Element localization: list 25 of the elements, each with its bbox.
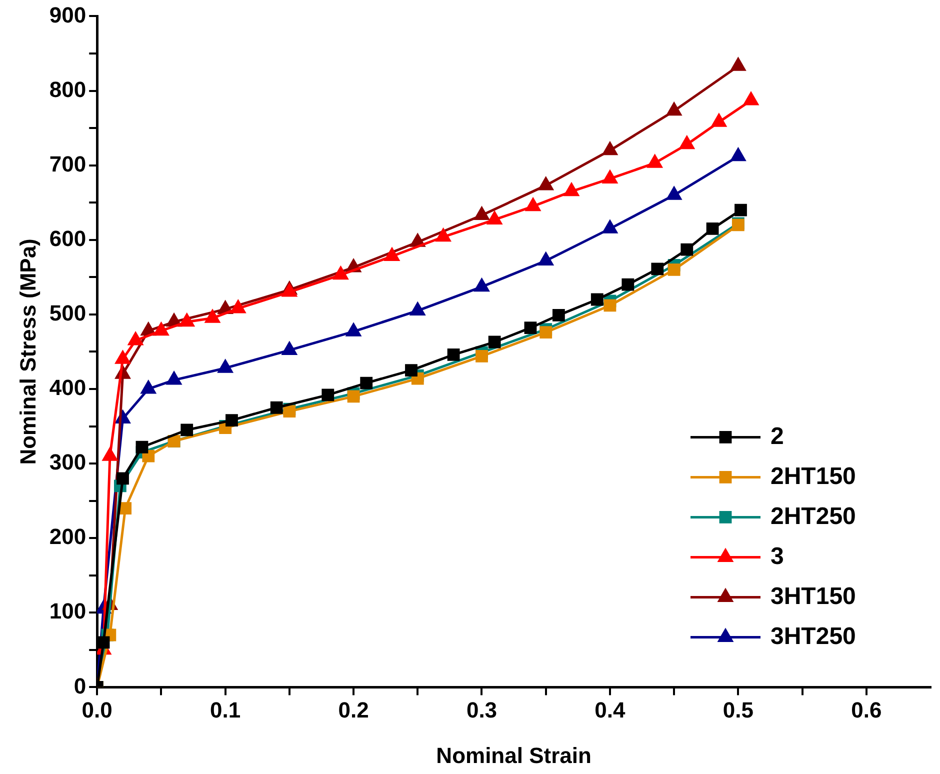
y-tick-label: 400 <box>49 375 86 400</box>
x-tick-label: 0.4 <box>594 697 626 722</box>
y-tick-label: 100 <box>49 598 86 624</box>
x-axis-title: Nominal Strain <box>436 742 592 768</box>
y-tick-label: 300 <box>49 450 86 475</box>
y-tick-label: 200 <box>49 524 86 550</box>
y-tick-label: 600 <box>49 226 86 251</box>
legend-label: 2 <box>770 422 784 450</box>
legend-label: 2HT150 <box>770 462 856 490</box>
legend-label: 3 <box>770 542 784 570</box>
y-tick-label: 800 <box>49 76 86 102</box>
x-tick-label: 0.1 <box>210 697 241 722</box>
y-tick-label: 900 <box>49 2 86 28</box>
x-tick-label: 0.5 <box>722 697 754 722</box>
legend-label: 2HT250 <box>770 502 856 530</box>
y-axis-title: Nominal Stress (MPa) <box>15 238 40 465</box>
legend-label: 3HT150 <box>770 582 856 610</box>
y-tick-label: 500 <box>49 300 86 326</box>
x-tick-label: 0.2 <box>338 697 369 722</box>
x-tick-label: 0.3 <box>466 697 498 722</box>
x-tick-label: 0.0 <box>82 697 112 722</box>
y-tick-label: 0 <box>74 673 86 698</box>
x-tick-label: 0.6 <box>851 697 882 722</box>
legend-label: 3HT250 <box>770 622 856 650</box>
y-tick-label: 700 <box>49 151 86 176</box>
